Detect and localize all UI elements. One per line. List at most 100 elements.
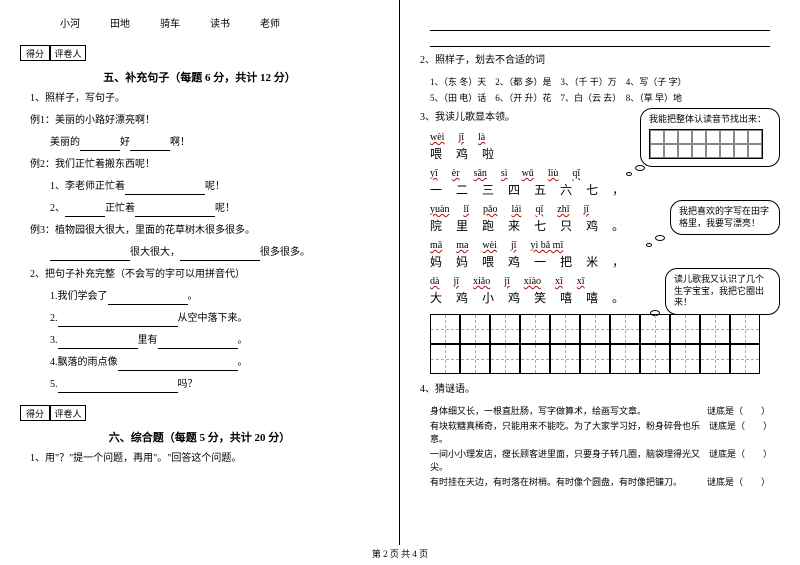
mini-grid[interactable]	[649, 129, 763, 159]
riddle-answer[interactable]: 谜底是（ ）	[707, 475, 770, 488]
reviewer-label: 评卷人	[50, 405, 86, 421]
q6-1: 1、用"？"提一个问题，再用"。"回答这个问题。	[30, 451, 379, 467]
blank[interactable]	[50, 249, 130, 261]
char: 笑	[534, 289, 546, 306]
q2-item: 5.吗？	[50, 377, 379, 393]
pinyin: sì	[501, 168, 508, 179]
riddle-answer[interactable]: 谜底是（ ）	[709, 419, 770, 445]
char: 啦	[482, 145, 494, 162]
blank[interactable]	[58, 337, 138, 349]
bubble-text: 读儿歌我又认识了几个生字宝宝，我把它圈出来！	[674, 274, 764, 307]
answer-line[interactable]	[430, 35, 770, 47]
blank[interactable]	[65, 205, 105, 217]
ex2-line1: 1、李老师正忙着呢！	[50, 179, 379, 195]
pinyin-row: mā ma wèi jī yì bǎ mǐ	[430, 240, 610, 251]
text: 吗？	[178, 379, 198, 390]
blank[interactable]	[158, 337, 238, 349]
poem-area: wèi jī là 喂 鸡 啦 yī èr sān sì wǔ liù qī 一…	[420, 132, 610, 306]
bubble-tail-icon	[626, 172, 632, 176]
riddle-text: 一间小小理发店，瘦长顾客进里面，只要身子转几圈，脑袋理得光又尖。	[430, 447, 709, 473]
bubble-tail-icon	[646, 243, 652, 247]
char: 小	[482, 289, 494, 306]
q2-row: 5、（田 电）话 6、（开 升）花 7、白（云 去） 8、（草 早）地	[430, 91, 770, 104]
blank[interactable]	[108, 293, 188, 305]
page-footer: 第 2 页 共 4 页	[0, 547, 800, 560]
bubble-tail-icon	[635, 165, 645, 171]
char: 七	[534, 217, 546, 234]
char: 大	[430, 289, 442, 306]
q4-title: 4、猜谜语。	[420, 382, 780, 398]
bubble-1: 我能把整体认读音节找出来：	[640, 108, 780, 167]
riddle-row: 身体细又长，一根直肚肠，写字做算术，绘画写文章。 谜底是（ ）	[430, 404, 770, 417]
char-row: 院 里 跑 来 七 只 鸡 。	[430, 217, 610, 234]
blank[interactable]	[80, 139, 120, 151]
pinyin: xī	[577, 276, 585, 287]
char: 。	[612, 289, 624, 306]
pinyin: jī	[504, 276, 510, 287]
q1-label: 1、照样子，写句子。	[30, 91, 379, 107]
q2-row: 1、（东 冬）天 2、（都 多）是 3、（千 干）万 4、写（子 字）	[430, 75, 770, 88]
char: 鸡	[456, 145, 468, 162]
blank[interactable]	[135, 205, 215, 217]
char: 米	[586, 253, 598, 270]
text: 1.我们学会了	[50, 291, 108, 302]
char: 七	[586, 181, 598, 198]
ex3-fill: 很大很大，很多很多。	[50, 245, 379, 261]
tianzi-grid-row[interactable]	[430, 314, 770, 344]
blank[interactable]	[130, 139, 170, 151]
text: 好	[120, 137, 130, 148]
pinyin: qī	[535, 204, 543, 215]
text: 啊！	[170, 137, 190, 148]
bubble-text: 我把喜欢的字写在田字格里，我要写漂亮！	[679, 206, 769, 228]
score-label: 得分	[20, 405, 50, 421]
blank[interactable]	[118, 359, 238, 371]
text: 3.	[50, 335, 58, 346]
char: 一	[534, 253, 546, 270]
pinyin-row: wèi jī là	[430, 132, 610, 143]
q2-title: 2、照样子，划去不合适的词	[420, 53, 780, 69]
char: 鸡	[508, 253, 520, 270]
blank[interactable]	[180, 249, 260, 261]
section5-title: 五、补充句子（每题 6 分，共计 12 分）	[20, 69, 379, 85]
pinyin: xī	[555, 276, 563, 287]
pinyin: jī	[583, 204, 589, 215]
blank[interactable]	[58, 315, 178, 327]
pinyin: jī	[511, 240, 517, 251]
char: 二	[456, 181, 468, 198]
char: 五	[534, 181, 546, 198]
pinyin-row: yuàn lǐ pǎo lái qī zhī jī	[430, 204, 610, 215]
char: 鸡	[508, 289, 520, 306]
blank[interactable]	[125, 183, 205, 195]
pinyin: jī	[458, 132, 464, 143]
q2-label: 2、把句子补充完整（不会写的字可以用拼音代）	[30, 267, 379, 283]
riddle-answer[interactable]: 谜底是（ ）	[709, 447, 770, 473]
section6-title: 六、综合题（每题 5 分，共计 20 分）	[20, 429, 379, 445]
char: 只	[560, 217, 572, 234]
ex2-line2: 2、正忙着呢！	[50, 201, 379, 217]
pinyin-row: dà jī xiǎo jī xiào xī xī	[430, 276, 610, 287]
pinyin: wèi	[430, 132, 444, 143]
answer-line[interactable]	[430, 19, 770, 31]
reviewer-label: 评卷人	[50, 45, 86, 61]
left-column: 小河 田地 骑车 读书 老师 得分 评卷人 五、补充句子（每题 6 分，共计 1…	[0, 0, 400, 545]
word: 骑车	[160, 15, 180, 30]
char: 喂	[430, 145, 442, 162]
tianzi-grid-row[interactable]	[430, 344, 770, 374]
ex3-label: 例3：植物园很大很大，里面的花草树木很多很多。	[30, 223, 379, 239]
pinyin: yī	[430, 168, 438, 179]
pinyin: wèi	[482, 240, 496, 251]
char: ，	[612, 181, 624, 198]
word: 老师	[260, 15, 280, 30]
ex1-label: 例1：美丽的小路好漂亮啊！	[30, 113, 379, 129]
riddle-answer[interactable]: 谜底是（ ）	[707, 404, 770, 417]
riddle-row: 有时挂在天边，有时落在树梢。有时像个圆盘，有时像把镰刀。 谜底是（ ）	[430, 475, 770, 488]
char-row: 大 鸡 小 鸡 笑 嘻 嘻 。	[430, 289, 610, 306]
blank[interactable]	[58, 381, 178, 393]
word: 田地	[110, 15, 130, 30]
pinyin: zhī	[557, 204, 569, 215]
score-box: 得分 评卷人	[20, 405, 379, 421]
riddle-text: 有块软糖真稀奇，只能用来不能吃。为了大家学习好，粉身碎骨也乐意。	[430, 419, 709, 445]
right-column: 2、照样子，划去不合适的词 1、（东 冬）天 2、（都 多）是 3、（千 干）万…	[400, 0, 800, 545]
score-label: 得分	[20, 45, 50, 61]
char: 妈	[430, 253, 442, 270]
